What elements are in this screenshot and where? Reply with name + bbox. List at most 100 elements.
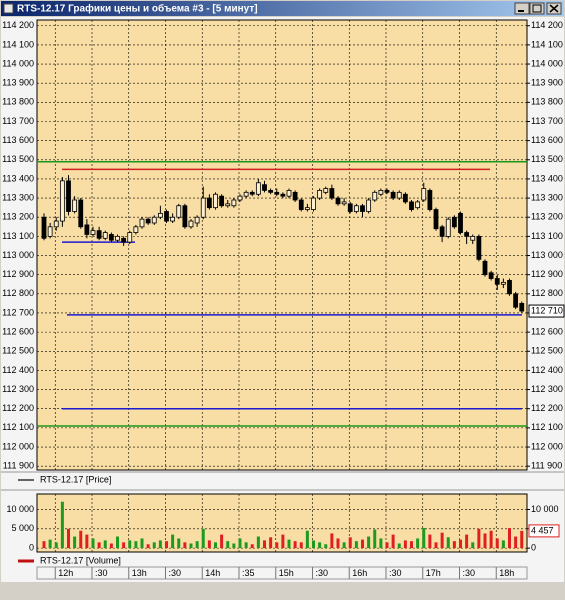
y-tick-label: 113 400 xyxy=(531,173,563,183)
y-tick-label: 114 000 xyxy=(531,58,563,68)
close-button[interactable] xyxy=(546,2,562,15)
candle-body xyxy=(72,199,78,212)
volume-bar xyxy=(122,542,126,549)
volume-bar xyxy=(140,538,144,549)
candle-body xyxy=(402,193,408,203)
volume-bar xyxy=(201,528,205,549)
candle-body xyxy=(231,199,237,207)
candle-body xyxy=(519,303,525,312)
candle-body xyxy=(41,216,47,239)
candle-body xyxy=(329,188,335,199)
volume-bar xyxy=(416,538,420,549)
volume-bar xyxy=(165,541,168,549)
y-tick-label: 112 800 xyxy=(531,288,563,298)
volume-bar xyxy=(79,530,83,549)
volume-bar xyxy=(367,536,371,549)
candle-body xyxy=(433,209,439,230)
volume-bar xyxy=(207,540,211,549)
candle-body xyxy=(219,195,225,207)
candle-body xyxy=(347,203,353,212)
candle-body xyxy=(476,235,482,260)
candle-body xyxy=(53,220,59,228)
volume-bar xyxy=(256,536,260,549)
x-tick-label: :30 xyxy=(316,568,329,578)
volume-legend: RTS-12.17 [Volume] xyxy=(40,555,121,565)
volume-bar xyxy=(397,543,401,549)
x-tick-label: 16h xyxy=(352,568,367,578)
volume-bar xyxy=(269,537,273,549)
volume-bar xyxy=(85,534,89,549)
candle-body xyxy=(139,218,145,228)
y-tick-label: 111 900 xyxy=(531,461,562,471)
volume-bar xyxy=(495,538,499,549)
y-tick-label: 113 800 xyxy=(531,97,563,107)
volume-bar xyxy=(391,534,395,549)
candle-body xyxy=(133,226,139,233)
y-tick-label: 112 900 xyxy=(2,269,34,279)
candle-body xyxy=(249,191,255,195)
candle-body xyxy=(421,188,427,201)
minimize-button[interactable] xyxy=(514,2,530,15)
volume-bar xyxy=(128,540,132,549)
volume-bar xyxy=(501,540,505,549)
volume-bar xyxy=(220,534,224,549)
volume-bar xyxy=(312,540,315,549)
y-tick-label: 112 800 xyxy=(2,288,34,298)
y-tick-label: 114 200 xyxy=(531,20,563,30)
y-tick-label: 113 900 xyxy=(531,78,563,88)
last-price-box xyxy=(528,304,565,318)
volume-bar xyxy=(336,538,340,549)
y-tick-label: 113 700 xyxy=(2,116,34,126)
volume-bar xyxy=(183,542,187,549)
x-tick-label: 14h xyxy=(205,568,220,578)
x-tick-label: 18h xyxy=(499,568,514,578)
volume-bar xyxy=(214,542,217,549)
y-tick-label: 112 600 xyxy=(531,327,563,337)
volume-bar xyxy=(305,530,309,549)
y-tick-label: 112 100 xyxy=(531,422,563,432)
volume-bar xyxy=(452,541,456,549)
volume-bar xyxy=(489,530,493,549)
candle-body xyxy=(206,197,212,209)
candle-body xyxy=(157,213,163,218)
volume-bar xyxy=(514,536,518,549)
y-tick-label: 5 000 xyxy=(11,523,34,533)
volume-bar xyxy=(97,542,101,549)
candle-body xyxy=(317,190,323,199)
candle-body xyxy=(280,193,286,197)
candle-body xyxy=(59,180,65,222)
candle-body xyxy=(494,278,500,285)
candle-body xyxy=(84,224,90,235)
candle-body xyxy=(335,197,341,205)
y-tick-label: 112 100 xyxy=(2,422,34,432)
volume-bar xyxy=(152,542,156,549)
volume-bar xyxy=(195,541,199,549)
y-tick-label: 10 000 xyxy=(531,504,559,514)
candle-body xyxy=(90,230,96,235)
volume-bar xyxy=(189,543,193,549)
maximize-button[interactable] xyxy=(529,2,545,15)
volume-bar xyxy=(410,541,413,549)
candle-body xyxy=(415,201,421,209)
volume-bar xyxy=(281,534,285,549)
y-tick-label: 113 200 xyxy=(2,212,34,222)
y-tick-label: 113 500 xyxy=(531,154,563,164)
volume-bar xyxy=(250,544,254,549)
y-tick-label: 0 xyxy=(531,543,536,553)
y-tick-label: 112 500 xyxy=(2,346,34,356)
candle-body xyxy=(507,280,512,295)
y-tick-label: 113 700 xyxy=(531,116,563,126)
window-title: RTS-12.17 Графики цены и объема #3 - [5 … xyxy=(17,3,258,15)
y-tick-label: 112 900 xyxy=(531,269,563,279)
y-tick-label: 112 200 xyxy=(2,403,34,413)
volume-bar xyxy=(385,542,389,549)
candle-body xyxy=(96,230,102,239)
volume-bar xyxy=(361,539,364,549)
x-tick-label: 13h xyxy=(132,568,147,578)
y-tick-label: 114 100 xyxy=(2,39,34,49)
candle-body xyxy=(378,190,384,195)
y-tick-label: 112 400 xyxy=(531,365,563,375)
candle-body xyxy=(341,201,347,205)
candle-body xyxy=(311,197,316,210)
candle-body xyxy=(513,293,519,308)
